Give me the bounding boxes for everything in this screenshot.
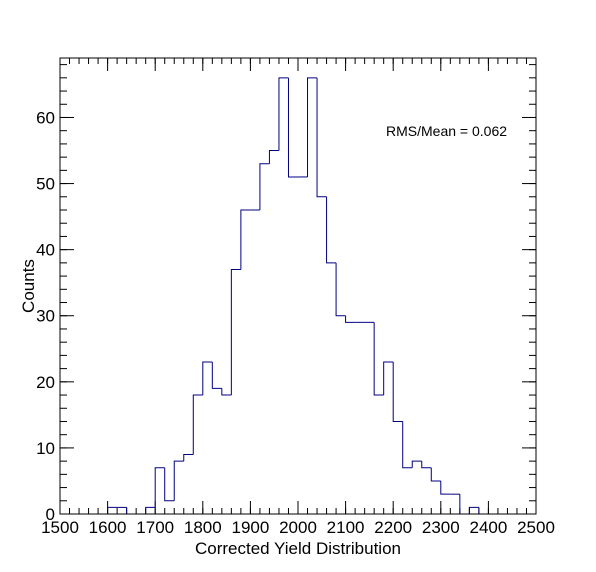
y-tick-label: 0 (46, 505, 55, 524)
x-tick-label: 1700 (136, 518, 174, 537)
x-tick-label: 2200 (374, 518, 412, 537)
x-tick-label: 2500 (517, 518, 555, 537)
x-axis-title: Corrected Yield Distribution (195, 539, 401, 558)
rms-mean-annotation: RMS/Mean = 0.062 (386, 123, 507, 139)
x-tick-label: 2000 (279, 518, 317, 537)
x-tick-label: 2100 (327, 518, 365, 537)
x-tick-labels: 1500 1600 1700 1800 1900 2000 2100 2200 2300 2400… (41, 518, 555, 537)
x-tick-label: 2300 (422, 518, 460, 537)
y-tick-label: 60 (36, 108, 55, 127)
y-tick-label: 50 (36, 175, 55, 194)
y-tick-label: 20 (36, 373, 55, 392)
x-tick-label: 2400 (469, 518, 507, 537)
y-tick-label: 30 (36, 307, 55, 326)
x-tick-label: 1900 (231, 518, 269, 537)
x-tick-label: 1600 (89, 518, 127, 537)
y-axis-title: Counts (19, 259, 38, 313)
x-tick-label: 1800 (184, 518, 222, 537)
y-tick-label: 10 (36, 439, 55, 458)
y-tick-label: 40 (36, 241, 55, 260)
